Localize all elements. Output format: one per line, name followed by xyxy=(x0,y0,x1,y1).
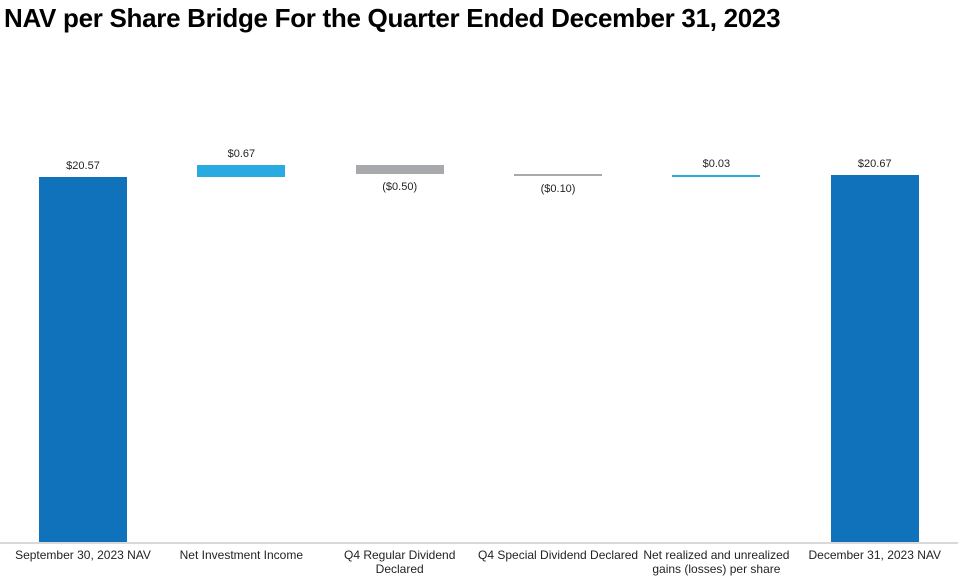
waterfall-bar xyxy=(830,175,919,542)
category-label: Q4 Special Dividend Declared xyxy=(470,548,646,563)
waterfall-bar xyxy=(514,173,603,176)
waterfall-bar xyxy=(672,175,761,178)
category-label-line: September 30, 2023 NAV xyxy=(15,548,151,562)
chart-title: NAV per Share Bridge For the Quarter End… xyxy=(4,3,781,33)
category-label-line: Net realized and unrealized xyxy=(643,548,790,562)
category-label: September 30, 2023 NAV xyxy=(0,548,171,563)
bar-value-label: $0.67 xyxy=(227,148,256,161)
category-label-line: Declared xyxy=(375,561,424,576)
bar-value-label: ($0.50) xyxy=(382,180,418,193)
category-label-line: Q4 Regular Dividend xyxy=(343,548,456,562)
category-label: Net Investment Income xyxy=(153,548,329,563)
bar-value-label: $20.67 xyxy=(857,158,892,171)
bar-value-label: ($0.10) xyxy=(540,182,576,195)
category-label-line: Net Investment Income xyxy=(179,548,304,562)
category-label-line: Q4 Special Dividend Declared xyxy=(478,548,639,562)
x-axis-baseline xyxy=(0,542,958,544)
category-label-line: December 31, 2023 NAV xyxy=(808,548,941,562)
category-label-line: gains (losses) per share xyxy=(652,561,781,576)
category-label: December 31, 2023 NAV xyxy=(787,548,958,563)
category-label: Net realized and unrealized gains (losses… xyxy=(628,548,804,576)
waterfall-bar xyxy=(197,165,286,177)
bar-value-label: $20.57 xyxy=(66,160,100,172)
category-label: Q4 Regular Dividend Declared xyxy=(312,548,488,576)
waterfall-bar xyxy=(39,177,127,542)
bar-value-label: $0.03 xyxy=(702,158,731,171)
waterfall-bar xyxy=(355,165,444,174)
